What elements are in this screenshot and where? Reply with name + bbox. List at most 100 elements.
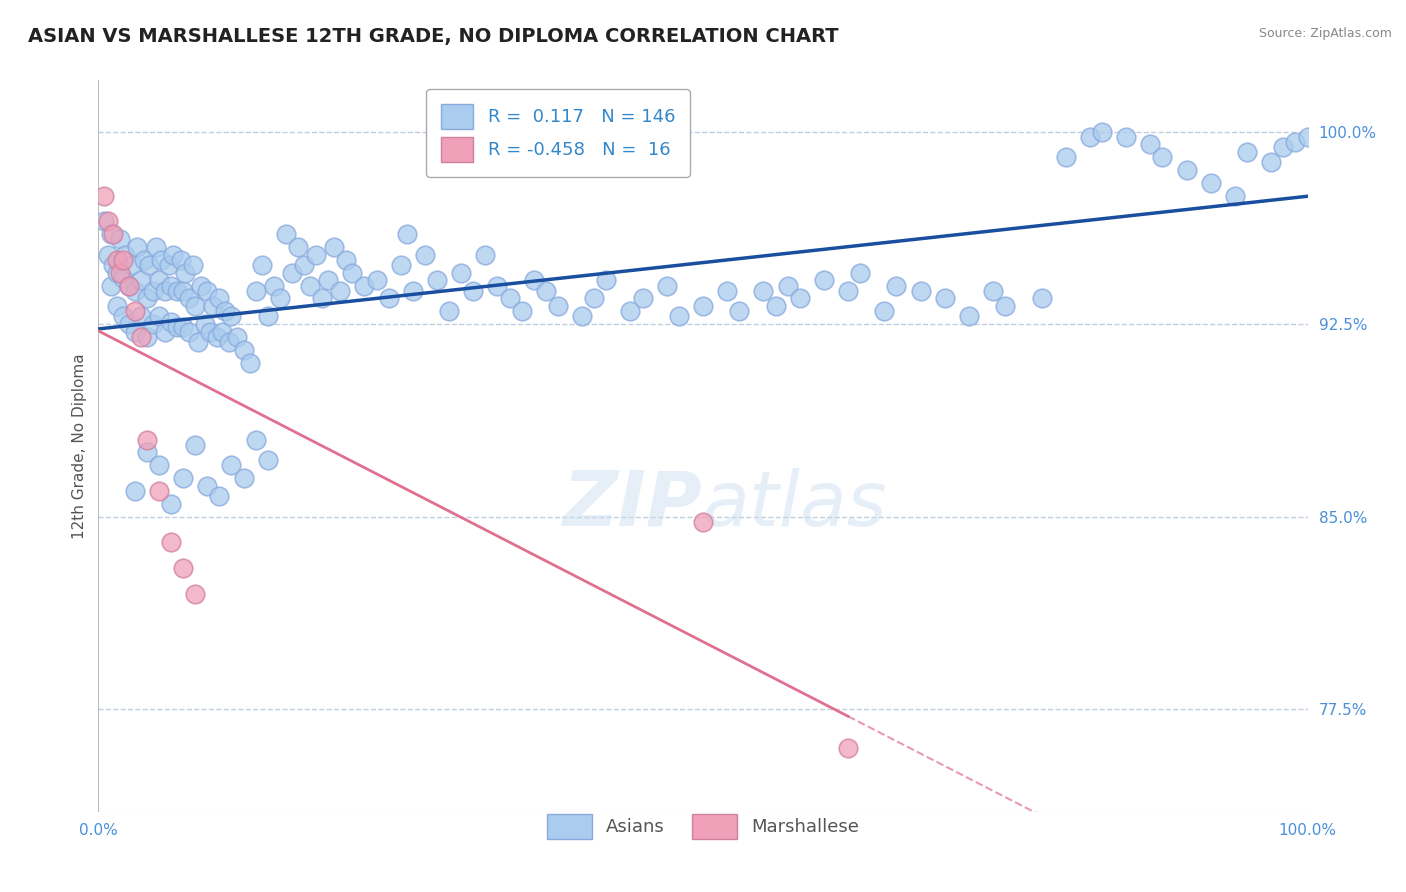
Text: ASIAN VS MARSHALLESE 12TH GRADE, NO DIPLOMA CORRELATION CHART: ASIAN VS MARSHALLESE 12TH GRADE, NO DIPL…	[28, 27, 839, 45]
Point	[127, 240, 149, 254]
Point	[124, 284, 146, 298]
Point	[335, 252, 357, 267]
Point	[194, 317, 217, 331]
Point	[190, 278, 212, 293]
Point	[114, 248, 136, 262]
Point	[1115, 129, 1137, 144]
Point	[166, 284, 188, 298]
Point	[402, 284, 425, 298]
Point	[837, 284, 859, 298]
Point	[1260, 155, 1282, 169]
Point	[181, 258, 204, 272]
Point	[716, 284, 738, 298]
Point	[256, 310, 278, 324]
Point	[184, 438, 207, 452]
Point	[395, 227, 418, 242]
Point	[157, 258, 180, 272]
Point	[366, 273, 388, 287]
Point	[274, 227, 297, 242]
Point	[124, 304, 146, 318]
Point	[534, 284, 557, 298]
Point	[121, 258, 143, 272]
Point	[292, 258, 315, 272]
Point	[256, 453, 278, 467]
Point	[111, 271, 134, 285]
Point	[413, 248, 436, 262]
Point	[135, 433, 157, 447]
Text: ZIP: ZIP	[564, 467, 703, 541]
Point	[486, 278, 509, 293]
Point	[93, 188, 115, 202]
Point	[202, 299, 225, 313]
Point	[305, 248, 328, 262]
Point	[97, 214, 120, 228]
Point	[239, 355, 262, 369]
Point	[184, 299, 207, 313]
Point	[93, 214, 115, 228]
Point	[342, 266, 364, 280]
Point	[218, 334, 240, 349]
Point	[776, 278, 799, 293]
Point	[100, 278, 122, 293]
Point	[105, 299, 128, 313]
Point	[142, 317, 165, 331]
Point	[1272, 140, 1295, 154]
Point	[221, 310, 243, 324]
Point	[162, 248, 184, 262]
Point	[287, 240, 309, 254]
Y-axis label: 12th Grade, No Diploma: 12th Grade, No Diploma	[72, 353, 87, 539]
Point	[619, 304, 641, 318]
Point	[994, 299, 1017, 313]
Point	[668, 310, 690, 324]
Point	[138, 258, 160, 272]
Point	[145, 240, 167, 254]
Point	[118, 278, 141, 293]
Point	[250, 258, 273, 272]
Point	[214, 304, 236, 318]
Text: atlas: atlas	[703, 467, 887, 541]
Point	[169, 252, 191, 267]
Point	[655, 278, 678, 293]
Point	[316, 273, 339, 287]
Point	[148, 458, 170, 473]
Point	[111, 252, 134, 267]
Point	[135, 292, 157, 306]
Point	[571, 310, 593, 324]
Point	[150, 252, 173, 267]
Point	[1223, 188, 1246, 202]
Point	[837, 740, 859, 755]
Point	[789, 292, 811, 306]
Point	[160, 278, 183, 293]
Point	[523, 273, 546, 287]
Point	[281, 266, 304, 280]
Point	[187, 334, 209, 349]
Point	[437, 304, 460, 318]
Point	[311, 292, 333, 306]
Point	[153, 284, 176, 298]
Point	[211, 325, 233, 339]
Point	[205, 330, 228, 344]
Point	[208, 292, 231, 306]
Point	[134, 252, 156, 267]
Point	[910, 284, 932, 298]
Point	[129, 330, 152, 344]
Point	[105, 252, 128, 267]
Point	[124, 325, 146, 339]
Point	[595, 273, 617, 287]
Point	[1199, 176, 1222, 190]
Point	[124, 483, 146, 498]
Point	[97, 248, 120, 262]
Point	[1284, 135, 1306, 149]
Point	[583, 292, 606, 306]
Point	[118, 317, 141, 331]
Point	[101, 227, 124, 242]
Point	[957, 310, 980, 324]
Point	[232, 343, 254, 357]
Point	[148, 273, 170, 287]
Point	[981, 284, 1004, 298]
Point	[1054, 150, 1077, 164]
Point	[329, 284, 352, 298]
Point	[195, 479, 218, 493]
Point	[765, 299, 787, 313]
Point	[153, 325, 176, 339]
